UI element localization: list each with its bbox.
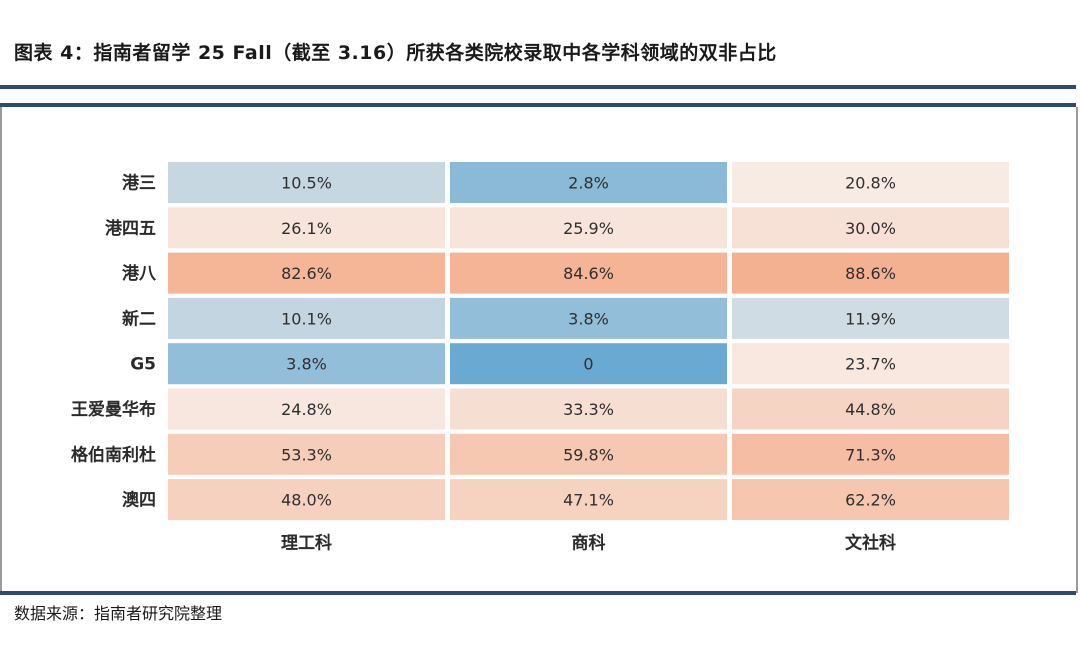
cell-value-label: 82.6% xyxy=(281,264,332,283)
row-label: G5 xyxy=(130,355,156,375)
heatmap-cell xyxy=(732,297,1009,339)
cell-value-label: 48.0% xyxy=(281,491,332,510)
heatmap-cell xyxy=(168,433,445,475)
heatmap-cell xyxy=(168,207,445,249)
cell-value-label: 3.8% xyxy=(568,309,609,328)
heatmap-cell xyxy=(450,252,727,294)
heatmap-cell xyxy=(450,297,727,339)
cell-value-label: 23.7% xyxy=(845,355,896,374)
heatmap-cell xyxy=(168,297,445,339)
cell-value-label: 20.8% xyxy=(845,174,896,193)
top-rule xyxy=(0,85,1076,89)
row-label: 港八 xyxy=(122,263,157,284)
cell-value-label: 33.3% xyxy=(563,400,614,419)
cell-value-label: 26.1% xyxy=(281,219,332,238)
row-label: 港四五 xyxy=(105,218,156,239)
heatmap-cell xyxy=(168,252,445,294)
chart-frame xyxy=(0,107,1078,593)
row-label: 新二 xyxy=(122,308,156,329)
cell-value-label: 71.3% xyxy=(845,445,896,464)
column-label: 理工科 xyxy=(281,532,332,553)
heatmap-cell xyxy=(450,479,727,521)
cell-value-label: 84.6% xyxy=(563,264,614,283)
heatmap-cell xyxy=(168,343,445,385)
heatmap-cell xyxy=(732,433,1009,475)
cell-value-label: 10.1% xyxy=(281,309,332,328)
cell-value-label: 11.9% xyxy=(845,309,896,328)
heatmap-cell xyxy=(732,479,1009,521)
chart-title: 图表 4：指南者留学 25 Fall（截至 3.16）所获各类院校录取中各学科领… xyxy=(14,42,777,64)
cell-value-label: 44.8% xyxy=(845,400,896,419)
column-label: 文社科 xyxy=(845,532,896,553)
cell-value-label: 62.2% xyxy=(845,491,896,510)
heatmap-cell xyxy=(732,388,1009,430)
heatmap-cell xyxy=(732,343,1009,385)
heatmap-cell xyxy=(450,388,727,430)
row-label: 王爱曼华布 xyxy=(71,399,156,420)
cell-value-label: 88.6% xyxy=(845,264,896,283)
heatmap-cell xyxy=(168,388,445,430)
bottom-rule xyxy=(0,591,1076,595)
cell-value-label: 59.8% xyxy=(563,445,614,464)
heatmap-cell xyxy=(168,479,445,521)
cell-value-label: 47.1% xyxy=(563,491,614,510)
heatmap-cell xyxy=(450,207,727,249)
cell-value-label: 53.3% xyxy=(281,445,332,464)
heatmap-cell xyxy=(732,252,1009,294)
cell-value-label: 25.9% xyxy=(563,219,614,238)
heatmap-cell xyxy=(450,433,727,475)
cell-value-label: 24.8% xyxy=(281,400,332,419)
cell-value-label: 0 xyxy=(583,355,593,374)
row-label: 澳四 xyxy=(122,490,156,511)
column-label: 商科 xyxy=(572,532,606,553)
cell-value-label: 10.5% xyxy=(281,174,332,193)
heatmap-cell xyxy=(450,343,727,385)
heatmap-cell xyxy=(168,162,445,203)
heatmap-cell xyxy=(450,162,727,203)
row-label: 格伯南利杜 xyxy=(71,444,156,465)
source-note: 数据来源：指南者研究院整理 xyxy=(14,604,223,623)
cell-value-label: 30.0% xyxy=(845,219,896,238)
cell-value-label: 2.8% xyxy=(568,174,609,193)
heatmap-cell xyxy=(732,207,1009,249)
top-rule-secondary xyxy=(0,103,1076,107)
heatmap-cell xyxy=(732,162,1009,203)
cell-value-label: 3.8% xyxy=(286,355,327,374)
row-label: 港三 xyxy=(122,173,156,194)
